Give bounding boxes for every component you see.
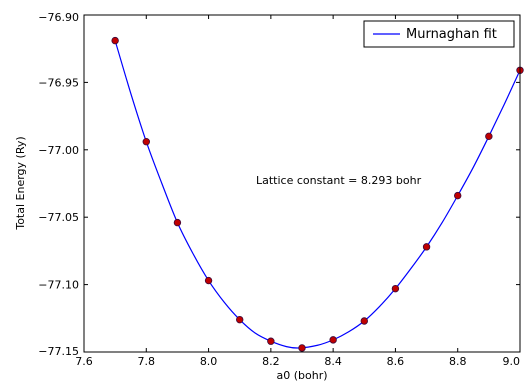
data-point: [236, 315, 244, 324]
x-tick-label: 8.0: [200, 355, 218, 368]
data-point: [298, 344, 306, 352]
y-tick-label: −77.00: [38, 144, 79, 157]
data-point: [391, 284, 400, 293]
x-axis-label: a0 (bohr): [276, 369, 327, 382]
y-tick-label: −77.15: [38, 345, 79, 358]
series-layer: [111, 36, 524, 352]
y-tick-label: −76.90: [38, 11, 79, 24]
lattice-constant-annotation: Lattice constant = 8.293 bohr: [256, 174, 422, 187]
x-tick-label: 9.0: [503, 355, 521, 368]
tick-labels: 7.6 7.8 8.0 8.2 8.4 8.6 8.8 9.0 −76.90 −76.95 −77.…: [38, 11, 520, 368]
data-point: [267, 337, 275, 345]
x-tick-label: 8.2: [262, 355, 280, 368]
data-point: [485, 132, 493, 141]
x-tick-label: 7.6: [75, 355, 93, 368]
data-point: [422, 243, 431, 251]
y-axis-label: Total Energy (Ry): [14, 136, 27, 230]
data-point: [204, 276, 213, 285]
x-tick-label: 8.8: [449, 355, 467, 368]
legend-label-murnaghan-fit: Murnaghan fit: [406, 27, 497, 42]
data-point: [173, 218, 182, 227]
data-point: [111, 36, 119, 45]
y-tick-label: −76.95: [38, 76, 79, 89]
data-point: [142, 138, 150, 146]
x-tick-label: 7.8: [138, 355, 156, 368]
x-tick-label: 8.4: [324, 355, 342, 368]
legend: Murnaghan fit: [363, 20, 515, 48]
data-point: [329, 336, 337, 344]
y-tick-label: −77.10: [38, 279, 79, 292]
y-tick-label: −77.05: [38, 211, 79, 224]
plot-frame: [83, 14, 521, 353]
data-point: [454, 191, 462, 200]
x-tick-label: 8.6: [387, 355, 405, 368]
murnaghan-fit-line: [114, 40, 521, 349]
plot-area: [84, 15, 520, 352]
data-point: [360, 317, 368, 325]
